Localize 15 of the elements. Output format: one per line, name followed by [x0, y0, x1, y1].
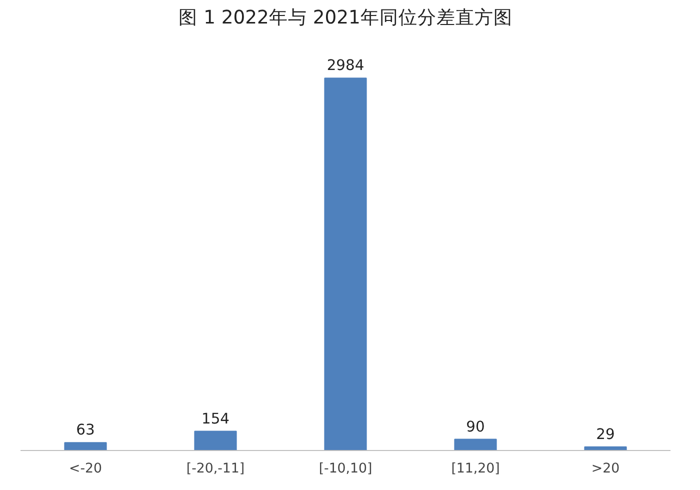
bar	[64, 442, 107, 450]
bar	[194, 430, 237, 450]
data-label: 29	[596, 426, 615, 443]
bar	[324, 78, 367, 450]
x-tick-label: <-20	[69, 462, 102, 476]
bar	[454, 438, 497, 450]
chart-title: 图 1 2022年与 2021年同位分差直方图	[178, 6, 512, 28]
x-tick-label: [-20,-11]	[186, 462, 245, 476]
data-label: 63	[76, 422, 95, 439]
data-label: 90	[466, 418, 485, 436]
x-tick-label: [11,20]	[451, 462, 500, 476]
data-label: 154	[202, 410, 230, 428]
x-tick-label: >20	[591, 462, 620, 476]
data-label: 2984	[326, 57, 364, 74]
x-tick-label: [-10,10]	[318, 462, 372, 476]
